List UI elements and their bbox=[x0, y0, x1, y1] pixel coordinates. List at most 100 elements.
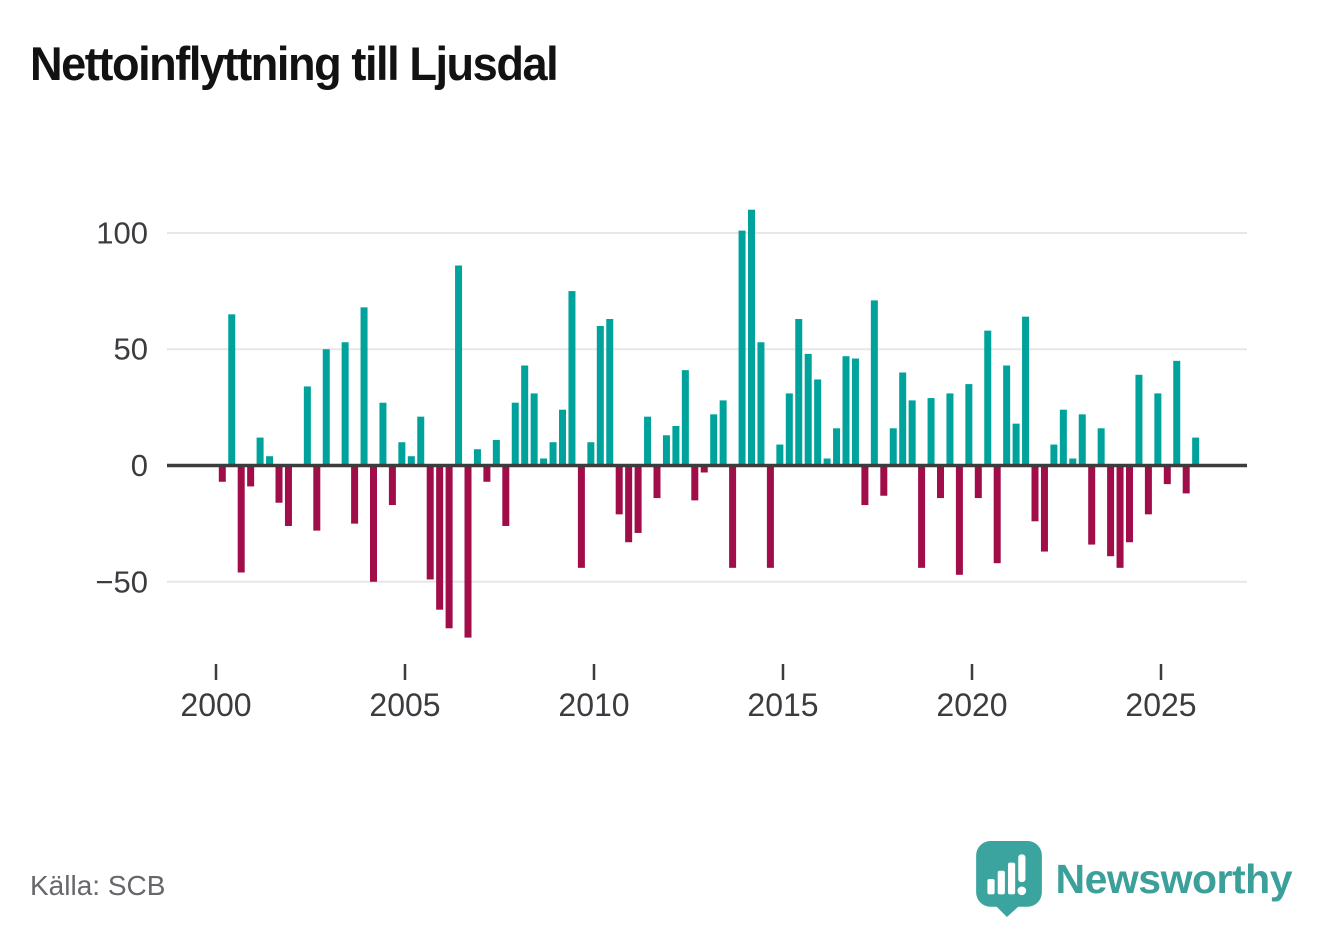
bar-2012Q3 bbox=[691, 465, 699, 501]
bar-2013Q2 bbox=[719, 400, 727, 466]
bar-2009Q4 bbox=[587, 442, 595, 466]
bar-2000Q4 bbox=[247, 465, 255, 487]
bar-2002Q3 bbox=[313, 465, 321, 531]
bar-2017Q3 bbox=[880, 465, 888, 496]
bar-2022Q3 bbox=[1069, 458, 1077, 466]
bar-2014Q3 bbox=[766, 465, 774, 568]
bar-2010Q4 bbox=[625, 465, 633, 543]
bar-2024Q3 bbox=[1144, 465, 1152, 515]
bar-2021Q4 bbox=[1040, 465, 1048, 552]
bar-2019Q1 bbox=[937, 465, 944, 499]
bar-2024Q4 bbox=[1154, 393, 1162, 466]
bar-2025Q2 bbox=[1173, 360, 1181, 466]
x-axis-label-2000: 2000 bbox=[180, 687, 251, 723]
bar-chart: 100 50 0 −50 2000 2005 2010 2015 2020 2025 bbox=[95, 209, 1247, 723]
bar-2011Q3 bbox=[653, 465, 661, 499]
bar-2003Q2 bbox=[341, 342, 349, 466]
bar-2004Q2 bbox=[379, 402, 387, 466]
y-axis-label-0: 0 bbox=[131, 448, 148, 483]
bar-2013Q3 bbox=[729, 465, 737, 568]
bar-2019Q3 bbox=[955, 465, 963, 575]
bar-2020Q1 bbox=[974, 465, 982, 499]
newsworthy-logo: Newsworthy bbox=[975, 841, 1292, 917]
bar-2015Q4 bbox=[814, 379, 822, 466]
y-axis-label--50: −50 bbox=[95, 564, 148, 599]
bar-2018Q4 bbox=[927, 398, 935, 466]
x-axis-label-2015: 2015 bbox=[747, 687, 818, 723]
bar-2020Q4 bbox=[1003, 365, 1011, 466]
bar-2005Q2 bbox=[417, 416, 425, 466]
bar-2001Q1 bbox=[256, 437, 264, 466]
bar-2002Q2 bbox=[303, 386, 311, 466]
bar-2006Q3 bbox=[464, 465, 472, 638]
bar-2023Q3 bbox=[1107, 465, 1115, 557]
bar-2023Q1 bbox=[1088, 465, 1096, 545]
bar-2008Q3 bbox=[540, 458, 548, 466]
bar-2016Q2 bbox=[833, 428, 841, 466]
bar-2023Q2 bbox=[1097, 428, 1105, 466]
bar-2006Q2 bbox=[455, 265, 463, 466]
bar-2007Q1 bbox=[483, 465, 491, 482]
bar-2012Q1 bbox=[672, 425, 680, 466]
bar-2017Q2 bbox=[870, 300, 878, 466]
bar-2025Q4 bbox=[1192, 437, 1200, 466]
y-axis-label-50: 50 bbox=[114, 332, 148, 367]
bar-2019Q4 bbox=[965, 384, 973, 466]
bar-2008Q4 bbox=[549, 442, 557, 466]
bar-2001Q2 bbox=[266, 456, 274, 466]
bar-2007Q4 bbox=[511, 402, 519, 466]
bar-2005Q4 bbox=[436, 465, 444, 610]
x-axis-label-2010: 2010 bbox=[558, 687, 629, 723]
bar-2022Q1 bbox=[1050, 444, 1058, 466]
bar-2010Q2 bbox=[606, 318, 614, 466]
bar-2016Q4 bbox=[851, 358, 859, 466]
bar-2018Q1 bbox=[899, 372, 907, 466]
bar-2016Q3 bbox=[842, 356, 850, 466]
bar-2021Q3 bbox=[1031, 465, 1039, 522]
bar-2004Q3 bbox=[388, 465, 396, 506]
x-axis-label-2025: 2025 bbox=[1125, 687, 1196, 723]
bar-2007Q2 bbox=[492, 439, 500, 466]
bar-2022Q2 bbox=[1059, 409, 1067, 466]
bar-2020Q3 bbox=[993, 465, 1001, 564]
bar-2011Q4 bbox=[662, 435, 670, 466]
x-axis-label-2020: 2020 bbox=[936, 687, 1007, 723]
bar-2015Q1 bbox=[785, 393, 793, 466]
bar-2000Q1 bbox=[218, 465, 226, 482]
bar-2015Q2 bbox=[795, 318, 803, 466]
y-axis-label-100: 100 bbox=[96, 215, 148, 250]
bar-2000Q3 bbox=[237, 465, 245, 573]
bar-2001Q4 bbox=[284, 465, 292, 526]
bar-2018Q3 bbox=[918, 465, 926, 568]
bar-2005Q1 bbox=[407, 456, 415, 466]
bar-2005Q3 bbox=[426, 465, 434, 580]
bar-2000Q2 bbox=[228, 314, 236, 466]
bar-2003Q4 bbox=[360, 307, 368, 466]
bar-2012Q2 bbox=[681, 370, 689, 466]
bar-2017Q1 bbox=[861, 465, 869, 506]
bar-2009Q2 bbox=[568, 291, 576, 466]
bar-2018Q2 bbox=[908, 400, 916, 466]
bar-2025Q3 bbox=[1182, 465, 1190, 494]
bar-2012Q4 bbox=[700, 465, 708, 473]
bar-2007Q3 bbox=[502, 465, 510, 526]
bar-2008Q1 bbox=[521, 365, 529, 466]
bar-2023Q4 bbox=[1116, 465, 1124, 568]
bar-2004Q4 bbox=[398, 442, 406, 466]
x-axis-label-2005: 2005 bbox=[369, 687, 440, 723]
bar-2006Q4 bbox=[473, 449, 481, 466]
bar-2016Q1 bbox=[823, 458, 831, 466]
bar-2017Q4 bbox=[889, 428, 897, 466]
bar-2008Q2 bbox=[530, 393, 538, 466]
bar-2024Q2 bbox=[1135, 374, 1143, 466]
bar-2019Q2 bbox=[946, 393, 954, 466]
bar-2011Q1 bbox=[634, 465, 642, 533]
bar-2022Q4 bbox=[1078, 414, 1086, 466]
chart-title: Nettoinflyttning till Ljusdal bbox=[30, 37, 559, 90]
bar-2009Q1 bbox=[559, 409, 566, 466]
bar-2014Q4 bbox=[776, 444, 784, 466]
bar-2020Q2 bbox=[984, 330, 992, 466]
bar-2010Q3 bbox=[615, 465, 623, 515]
bar-2021Q1 bbox=[1012, 423, 1020, 466]
